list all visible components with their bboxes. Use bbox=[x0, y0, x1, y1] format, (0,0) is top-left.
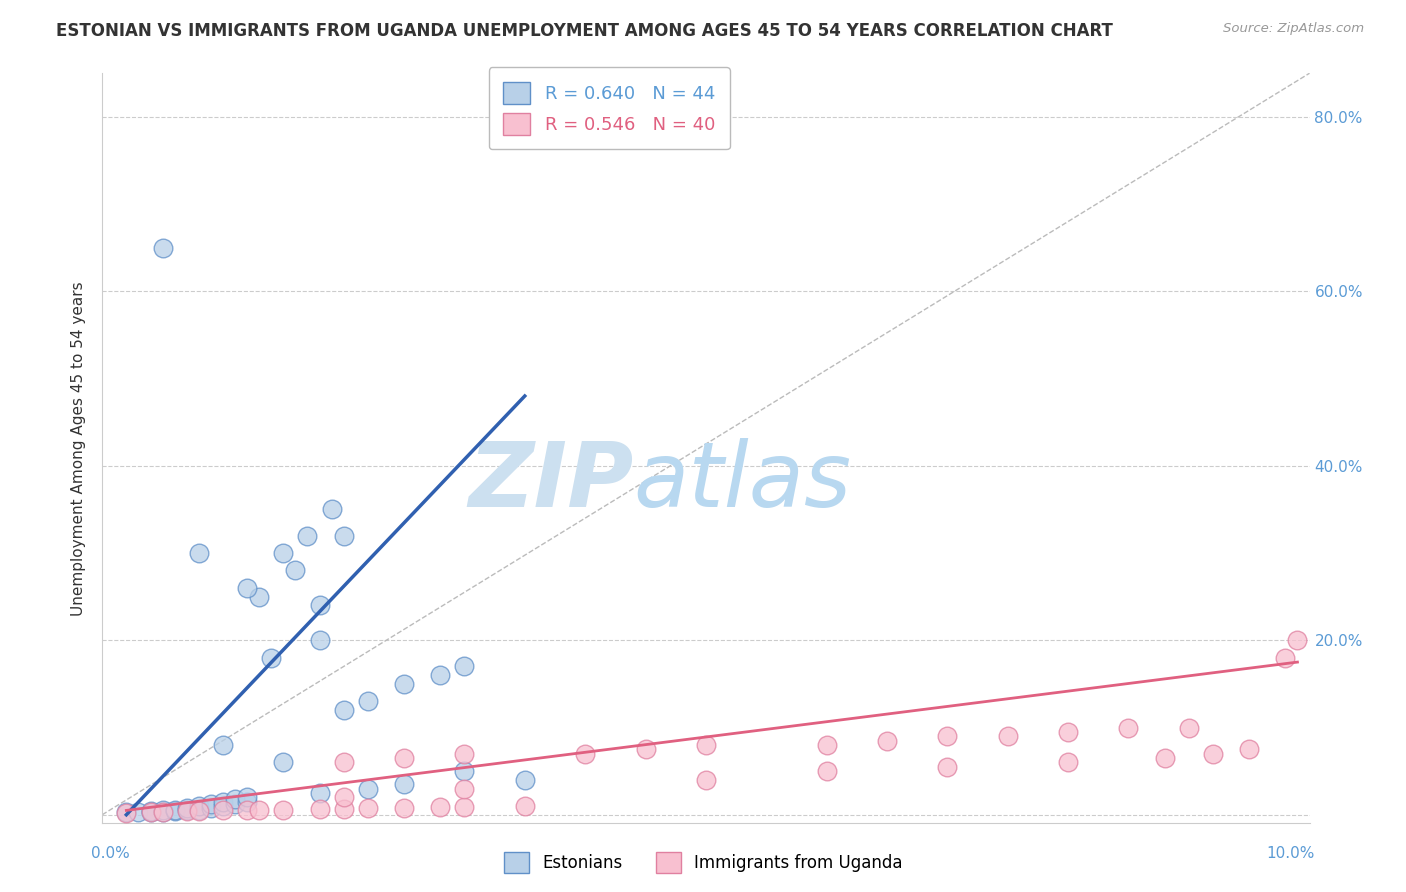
Point bbox=[936, 729, 959, 743]
Point bbox=[695, 772, 717, 787]
Point bbox=[212, 738, 235, 752]
Point bbox=[308, 802, 330, 816]
Point bbox=[429, 668, 451, 682]
Point bbox=[212, 799, 235, 814]
Point bbox=[115, 805, 138, 820]
Point bbox=[321, 502, 343, 516]
Point bbox=[187, 546, 209, 560]
Text: 10.0%: 10.0% bbox=[1267, 847, 1315, 861]
Point bbox=[284, 564, 307, 578]
Point bbox=[152, 804, 174, 818]
Point bbox=[139, 805, 162, 819]
Point bbox=[1153, 751, 1175, 765]
Point bbox=[453, 659, 475, 673]
Point bbox=[271, 756, 294, 770]
Point bbox=[236, 795, 259, 809]
Point bbox=[308, 786, 330, 800]
Point bbox=[187, 803, 209, 817]
Point bbox=[876, 733, 898, 747]
Point bbox=[574, 747, 596, 761]
Point bbox=[271, 803, 294, 817]
Point bbox=[392, 751, 415, 765]
Point bbox=[1286, 633, 1309, 648]
Point bbox=[815, 764, 838, 779]
Text: 0.0%: 0.0% bbox=[91, 847, 131, 861]
Point bbox=[271, 546, 294, 560]
Point bbox=[332, 790, 354, 805]
Point bbox=[200, 801, 222, 815]
Point bbox=[152, 805, 174, 819]
Point bbox=[815, 738, 838, 752]
Point bbox=[1057, 724, 1080, 739]
Point bbox=[115, 805, 138, 819]
Point bbox=[695, 738, 717, 752]
Point bbox=[200, 797, 222, 812]
Point bbox=[392, 777, 415, 791]
Point bbox=[1118, 721, 1140, 735]
Point bbox=[453, 747, 475, 761]
Point bbox=[224, 797, 246, 812]
Point bbox=[513, 799, 536, 814]
Point bbox=[357, 694, 380, 708]
Point bbox=[212, 795, 235, 809]
Point bbox=[152, 241, 174, 255]
Y-axis label: Unemployment Among Ages 45 to 54 years: Unemployment Among Ages 45 to 54 years bbox=[72, 281, 86, 615]
Point bbox=[453, 781, 475, 796]
Point bbox=[127, 805, 149, 819]
Point bbox=[236, 790, 259, 805]
Point bbox=[187, 804, 209, 818]
Point bbox=[163, 803, 186, 817]
Point bbox=[176, 804, 198, 818]
Point bbox=[308, 633, 330, 648]
Point bbox=[453, 764, 475, 779]
Point bbox=[224, 792, 246, 806]
Point bbox=[260, 650, 283, 665]
Point bbox=[634, 742, 657, 756]
Point bbox=[176, 804, 198, 818]
Point bbox=[332, 703, 354, 717]
Point bbox=[187, 799, 209, 814]
Point bbox=[392, 801, 415, 815]
Text: atlas: atlas bbox=[634, 438, 852, 526]
Point bbox=[357, 801, 380, 815]
Point bbox=[152, 805, 174, 819]
Point bbox=[332, 756, 354, 770]
Point bbox=[236, 581, 259, 595]
Point bbox=[332, 528, 354, 542]
Point bbox=[308, 599, 330, 613]
Point bbox=[247, 803, 270, 817]
Point bbox=[1274, 650, 1296, 665]
Point bbox=[392, 677, 415, 691]
Point bbox=[139, 804, 162, 818]
Point bbox=[936, 760, 959, 774]
Legend: Estonians, Immigrants from Uganda: Estonians, Immigrants from Uganda bbox=[496, 846, 910, 880]
Point bbox=[332, 802, 354, 816]
Point bbox=[1057, 756, 1080, 770]
Point bbox=[1202, 747, 1225, 761]
Point bbox=[453, 800, 475, 814]
Point bbox=[176, 801, 198, 815]
Point bbox=[1237, 742, 1260, 756]
Text: ZIP: ZIP bbox=[468, 438, 634, 526]
Point bbox=[297, 528, 319, 542]
Text: ESTONIAN VS IMMIGRANTS FROM UGANDA UNEMPLOYMENT AMONG AGES 45 TO 54 YEARS CORREL: ESTONIAN VS IMMIGRANTS FROM UGANDA UNEMP… bbox=[56, 22, 1114, 40]
Point bbox=[247, 590, 270, 604]
Point bbox=[513, 772, 536, 787]
Legend: R = 0.640   N = 44, R = 0.546   N = 40: R = 0.640 N = 44, R = 0.546 N = 40 bbox=[489, 67, 730, 149]
Point bbox=[212, 804, 235, 818]
Point bbox=[357, 781, 380, 796]
Point bbox=[997, 729, 1019, 743]
Point bbox=[139, 805, 162, 819]
Point bbox=[163, 804, 186, 818]
Point bbox=[1178, 721, 1201, 735]
Point bbox=[236, 804, 259, 818]
Point bbox=[429, 800, 451, 814]
Text: Source: ZipAtlas.com: Source: ZipAtlas.com bbox=[1223, 22, 1364, 36]
